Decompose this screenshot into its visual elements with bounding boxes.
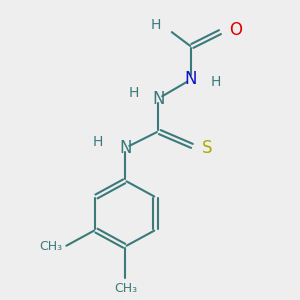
Text: N: N [185,70,197,88]
Text: CH₃: CH₃ [114,282,137,295]
Text: H: H [93,135,104,149]
Text: S: S [202,139,212,157]
Text: N: N [152,90,164,108]
Text: H: H [129,86,139,100]
Text: N: N [119,139,132,157]
Text: CH₃: CH₃ [39,240,62,253]
Text: H: H [210,75,220,89]
Text: O: O [230,21,242,39]
Text: H: H [151,18,161,32]
